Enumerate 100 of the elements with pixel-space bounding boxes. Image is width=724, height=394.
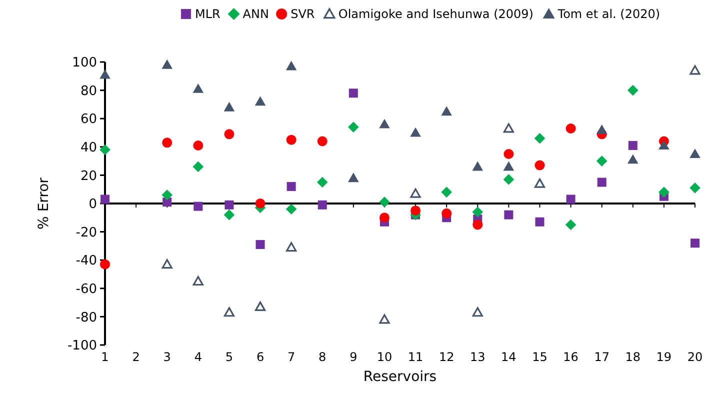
point bbox=[472, 220, 483, 230]
point bbox=[410, 127, 421, 137]
point bbox=[658, 186, 670, 198]
point bbox=[192, 276, 204, 286]
point bbox=[224, 209, 235, 220]
point bbox=[286, 60, 297, 70]
point bbox=[596, 156, 608, 166]
x-tick-label: 3 bbox=[163, 350, 171, 364]
point bbox=[535, 217, 544, 226]
point bbox=[534, 133, 546, 144]
point bbox=[504, 210, 514, 220]
x-tick-label: 5 bbox=[225, 350, 234, 364]
point bbox=[658, 140, 670, 150]
point bbox=[286, 242, 297, 252]
point bbox=[379, 314, 390, 324]
legend-label: ANN bbox=[242, 7, 269, 22]
y-tick-label: 20 bbox=[80, 168, 97, 184]
point bbox=[472, 206, 484, 218]
point bbox=[162, 190, 173, 200]
x-tick-label: 12 bbox=[438, 350, 454, 364]
x-tick-label: 4 bbox=[194, 350, 202, 364]
point bbox=[534, 178, 546, 188]
point bbox=[254, 301, 266, 312]
point bbox=[504, 148, 514, 159]
point bbox=[565, 219, 576, 230]
x-tick-label: 20 bbox=[687, 350, 703, 364]
point bbox=[348, 122, 359, 132]
x-tick-label: 1 bbox=[101, 350, 109, 364]
point bbox=[627, 84, 638, 96]
y-tick-label: -40 bbox=[76, 254, 97, 269]
x-tick-label: 10 bbox=[376, 350, 392, 364]
y-tick-label: 60 bbox=[80, 112, 97, 128]
point bbox=[503, 161, 514, 171]
point bbox=[597, 178, 606, 187]
legend-label: MLR bbox=[195, 7, 220, 22]
point bbox=[256, 240, 265, 250]
point bbox=[192, 83, 204, 93]
point bbox=[441, 186, 452, 198]
point bbox=[255, 198, 266, 208]
y-tick-label: -80 bbox=[76, 310, 97, 326]
x-tick-label: 8 bbox=[318, 350, 326, 364]
point bbox=[690, 182, 700, 194]
point bbox=[286, 182, 296, 192]
point bbox=[472, 307, 483, 317]
point bbox=[410, 206, 421, 216]
point bbox=[286, 134, 296, 145]
point bbox=[100, 69, 110, 79]
point bbox=[690, 238, 700, 248]
point bbox=[690, 148, 700, 158]
x-tick-label: 7 bbox=[287, 350, 296, 364]
y-tick-label: 0 bbox=[88, 197, 97, 212]
x-tick-label: 2 bbox=[132, 350, 140, 364]
point bbox=[348, 88, 358, 98]
point bbox=[224, 307, 235, 317]
point bbox=[348, 172, 359, 182]
point bbox=[317, 136, 328, 146]
point bbox=[286, 204, 297, 215]
point bbox=[162, 259, 172, 269]
y-tick-label: -20 bbox=[76, 225, 97, 240]
point bbox=[690, 65, 700, 75]
y-tick-label: -100 bbox=[67, 338, 97, 354]
point bbox=[628, 140, 638, 150]
point bbox=[596, 124, 608, 134]
x-tick-label: 14 bbox=[501, 350, 516, 364]
y-axis-title: % Error bbox=[36, 177, 52, 230]
point bbox=[379, 212, 390, 223]
point bbox=[379, 196, 390, 208]
point bbox=[192, 161, 204, 172]
point bbox=[410, 188, 421, 198]
point bbox=[442, 208, 452, 218]
point bbox=[162, 138, 172, 148]
y-tick-label: -60 bbox=[76, 282, 97, 297]
y-tick-label: 80 bbox=[80, 84, 97, 99]
point bbox=[472, 161, 484, 171]
x-tick-label: 18 bbox=[625, 350, 641, 364]
point bbox=[503, 174, 514, 185]
point bbox=[318, 200, 327, 210]
x-tick-label: 15 bbox=[532, 350, 548, 364]
x-tick-label: 17 bbox=[594, 350, 610, 364]
legend-label: Olamigoke and Isehunwa (2009) bbox=[338, 7, 534, 22]
point bbox=[194, 202, 203, 211]
y-tick-label: 40 bbox=[80, 140, 97, 156]
point bbox=[316, 176, 328, 188]
point bbox=[224, 129, 234, 140]
x-tick-label: 11 bbox=[408, 350, 424, 364]
point bbox=[162, 59, 173, 69]
point bbox=[379, 118, 390, 128]
legend-label: Tom et al. (2020) bbox=[556, 7, 660, 22]
y-tick-label: 100 bbox=[72, 56, 97, 71]
point bbox=[503, 123, 514, 133]
point bbox=[627, 154, 638, 164]
x-tick-label: 13 bbox=[470, 350, 486, 364]
x-tick-label: 16 bbox=[563, 350, 578, 364]
x-axis-title: Reservoirs bbox=[363, 369, 437, 385]
point bbox=[224, 200, 234, 210]
x-tick-label: 6 bbox=[256, 350, 264, 364]
point bbox=[441, 106, 452, 116]
point bbox=[566, 124, 576, 134]
x-tick-label: 19 bbox=[656, 350, 672, 364]
point bbox=[254, 96, 266, 106]
